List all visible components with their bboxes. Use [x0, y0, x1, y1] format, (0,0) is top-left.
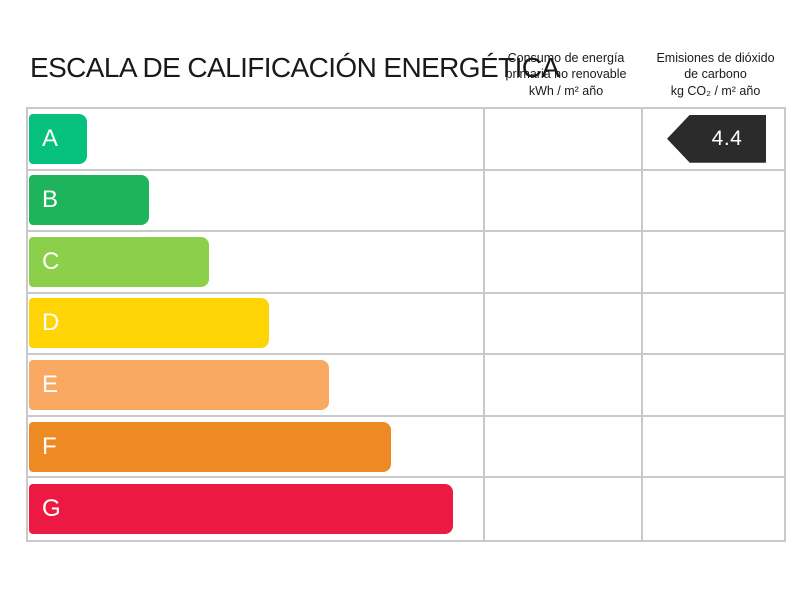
- rating-letter-g: G: [42, 495, 61, 523]
- emissions-header-line-1: Emisiones de dióxido: [656, 51, 775, 65]
- consumption-header-units: kWh / m² año: [528, 83, 604, 98]
- emissions-header-line-2: de carbono: [684, 67, 747, 82]
- emissions-value-arrow-tag: 4.4: [667, 114, 766, 163]
- emissions-cell-a: 4.4: [643, 109, 784, 169]
- scale-cell-a: A: [28, 109, 485, 169]
- scale-cell-c: C: [28, 232, 485, 292]
- consumption-header-line-1: Consumo de energía: [507, 51, 625, 65]
- consumption-cell-a: [485, 109, 643, 169]
- consumption-cell-e: [485, 355, 643, 415]
- consumption-cell-g: [485, 478, 643, 540]
- scale-cell-d: D: [28, 293, 485, 354]
- consumption-header-line-2: primaria no renovable: [505, 67, 627, 82]
- consumption-column-header: Consumo de energía primaria no renovable…: [487, 50, 645, 99]
- emissions-cell-c: [643, 232, 784, 292]
- emissions-cell-d: [643, 294, 784, 354]
- emissions-cell-e: [643, 355, 784, 415]
- rating-bar-g: G: [29, 484, 453, 535]
- emissions-cell-g: [643, 478, 784, 540]
- rating-bar-f: F: [29, 421, 391, 472]
- scale-cell-b: B: [28, 170, 485, 231]
- rating-row-d: D: [28, 293, 784, 356]
- rating-row-b: B: [28, 170, 784, 233]
- emissions-column-header: Emisiones de dióxido de carbono kg CO₂ /…: [645, 50, 786, 99]
- rating-row-g: G: [28, 478, 784, 540]
- rating-bar-a: A: [29, 113, 87, 164]
- rating-letter-b: B: [42, 186, 59, 214]
- rating-bar-d: D: [29, 298, 269, 349]
- rating-bar-c: C: [29, 236, 209, 287]
- rating-row-f: F: [28, 416, 784, 479]
- emissions-cell-f: [643, 417, 784, 477]
- energy-rating-table: A 4.4 B C: [26, 107, 786, 542]
- rating-letter-c: C: [42, 247, 60, 275]
- emissions-value: 4.4: [711, 126, 743, 150]
- page-title: ESCALA DE CALIFICACIÓN ENERGÉTICA: [30, 52, 560, 83]
- rating-bar-e: E: [29, 360, 329, 411]
- emissions-header-units: kg CO₂ / m² año: [670, 83, 761, 98]
- rating-letter-f: F: [42, 432, 57, 460]
- rating-letter-a: A: [42, 124, 59, 152]
- rating-letter-d: D: [42, 309, 60, 337]
- emissions-cell-b: [643, 171, 784, 231]
- consumption-cell-f: [485, 416, 643, 477]
- scale-cell-e: E: [28, 355, 485, 415]
- rating-row-a: A 4.4: [28, 109, 784, 171]
- scale-cell-g: G: [28, 478, 485, 540]
- rating-letter-e: E: [42, 371, 59, 399]
- rating-row-e: E: [28, 355, 784, 417]
- consumption-cell-c: [485, 232, 643, 292]
- consumption-cell-b: [485, 170, 643, 231]
- scale-cell-f: F: [28, 416, 485, 477]
- rating-bar-b: B: [29, 175, 149, 226]
- consumption-cell-d: [485, 293, 643, 354]
- rating-row-c: C: [28, 232, 784, 294]
